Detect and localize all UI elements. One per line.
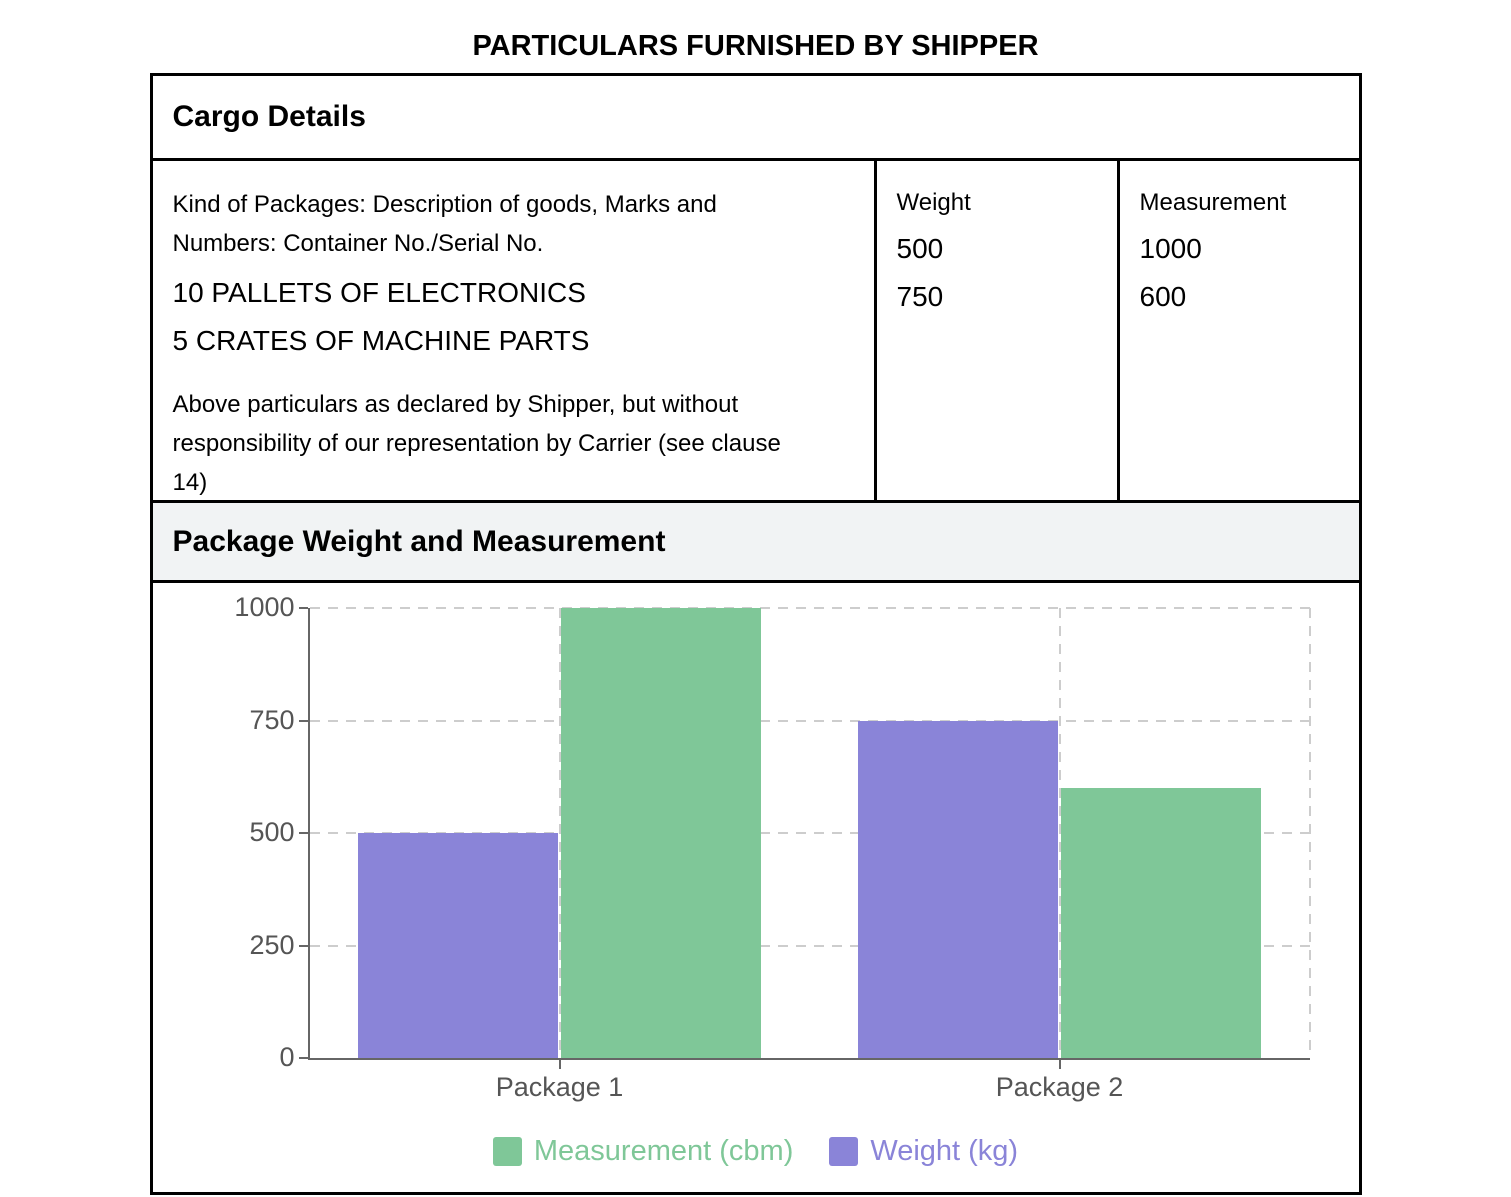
gridline-x-package-1 bbox=[558, 608, 561, 1058]
gridline-y-500 bbox=[309, 832, 1310, 834]
y-axis-label-1000: 1000 bbox=[234, 592, 295, 622]
weight-value-1: 500 bbox=[896, 233, 944, 264]
description-label: Kind of Packages: Description of goods, … bbox=[172, 191, 717, 257]
ytick-500 bbox=[298, 832, 308, 834]
legend-label-measurement-cbm: Measurement (cbm) bbox=[533, 1135, 794, 1167]
weight-column-label: Weight bbox=[896, 189, 971, 216]
xtick-package-2 bbox=[1058, 1060, 1061, 1069]
measurement-value-1: 1000 bbox=[1139, 233, 1202, 264]
cargo-details-body-row: Kind of Packages: Description of goods, … bbox=[152, 161, 1359, 503]
cargo-item-2: 5 CRATES OF MACHINE PARTS bbox=[172, 325, 590, 356]
measurement-cell: Measurement 1000 600 bbox=[1120, 161, 1359, 500]
weight-cell: Weight 500 750 bbox=[877, 161, 1120, 500]
bar-chart: 0 250 500 750 1000 Package 1 Package 2 Measure… bbox=[152, 583, 1359, 1192]
cargo-details-header-row: Cargo Details bbox=[152, 76, 1359, 161]
bar-package-2-weight-kg[interactable] bbox=[858, 720, 1058, 1058]
chart-section-title: Package Weight and Measurement bbox=[172, 524, 666, 558]
ytick-1000 bbox=[298, 607, 308, 609]
gridline-y-1000 bbox=[309, 607, 1310, 609]
measurement-column-label: Measurement bbox=[1139, 189, 1287, 216]
x-axis-label-package-2: Package 2 bbox=[995, 1072, 1124, 1102]
y-axis-line bbox=[307, 608, 310, 1058]
plot-right-border bbox=[1308, 608, 1311, 1058]
y-axis-label-250: 250 bbox=[249, 929, 295, 960]
y-axis-label-750: 750 bbox=[249, 704, 295, 735]
cargo-details-title: Cargo Details bbox=[172, 100, 366, 133]
description-cell: Kind of Packages: Description of goods, … bbox=[153, 161, 877, 500]
bar-chart-plot: 0 250 500 750 1000 Package 1 Package 2 bbox=[153, 583, 1359, 1192]
xtick-package-1 bbox=[558, 1060, 561, 1069]
legend-label-weight-kg: Weight (kg) bbox=[870, 1135, 1019, 1167]
ytick-750 bbox=[298, 719, 308, 722]
gridline-y-250 bbox=[309, 944, 1310, 947]
legend-swatch-measurement-cbm bbox=[492, 1137, 522, 1166]
bar-package-1-weight-kg[interactable] bbox=[358, 833, 558, 1058]
ytick-0 bbox=[298, 1057, 308, 1059]
x-axis-line bbox=[307, 1058, 1310, 1060]
disclaimer-text: Above particulars as declared by Shipper… bbox=[172, 391, 781, 496]
y-axis-label-0: 0 bbox=[279, 1042, 295, 1072]
measurement-value-2: 600 bbox=[1139, 281, 1187, 312]
chart-legend: Measurement (cbm) Weight (kg) bbox=[153, 1135, 1359, 1168]
ytick-250 bbox=[298, 944, 308, 947]
chart-section-header-row: Package Weight and Measurement bbox=[152, 503, 1359, 583]
x-axis-label-package-1: Package 1 bbox=[495, 1072, 624, 1102]
gridline-x-package-2 bbox=[1058, 608, 1061, 1058]
y-axis-label-500: 500 bbox=[249, 817, 295, 847]
page-title: PARTICULARS FURNISHED BY SHIPPER bbox=[472, 30, 1039, 62]
bar-package-2-measurement-cbm[interactable] bbox=[1061, 788, 1261, 1058]
legend-item-weight-kg[interactable]: Weight (kg) bbox=[829, 1135, 1018, 1168]
cargo-item-1: 10 PALLETS OF ELECTRONICS bbox=[172, 277, 586, 308]
legend-swatch-weight-kg bbox=[829, 1137, 859, 1166]
gridline-y-750 bbox=[309, 719, 1310, 722]
bar-package-1-measurement-cbm[interactable] bbox=[561, 608, 761, 1058]
cargo-document: Cargo Details Kind of Packages: Descript… bbox=[149, 73, 1362, 1195]
legend-item-measurement-cbm[interactable]: Measurement (cbm) bbox=[492, 1135, 794, 1168]
weight-value-2: 750 bbox=[896, 281, 944, 312]
